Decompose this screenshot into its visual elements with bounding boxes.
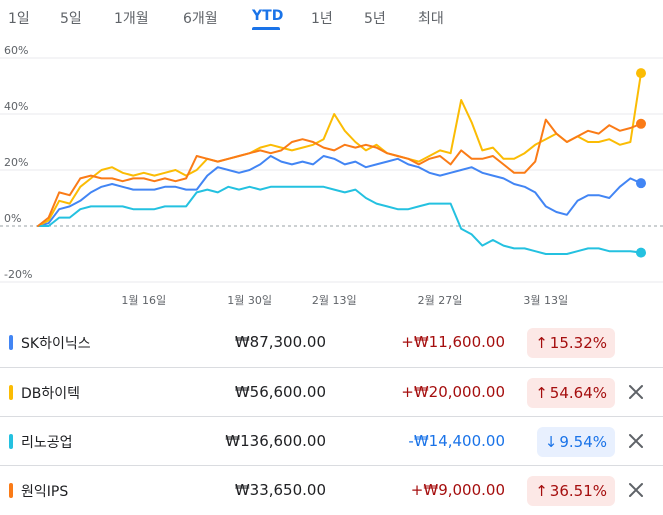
percent-badge: ↑ 54.64% [527, 378, 615, 408]
active-tab-indicator [252, 27, 280, 30]
series-line-0 [37, 155, 642, 227]
percent-value: 54.64% [549, 384, 607, 402]
stock-change: +₩11,600.00 [401, 333, 505, 351]
stock-change: +₩9,000.00 [410, 481, 505, 499]
x-tick-label: 1월 30일 [227, 293, 272, 307]
series-color-swatch [9, 385, 13, 400]
series-color-swatch [9, 434, 13, 449]
remove-stock-button[interactable] [625, 381, 647, 403]
stock-price: ₩56,600.00 [234, 383, 326, 401]
x-tick-label: 2월 13일 [312, 293, 357, 307]
y-tick-label: 0% [4, 212, 21, 225]
percent-value: 36.51% [549, 482, 607, 500]
x-tick-label: 3월 13일 [523, 293, 568, 307]
percent-badge: ↑ 36.51% [527, 476, 615, 506]
remove-stock-button[interactable] [625, 430, 647, 452]
arrow-down-icon: ↓ [544, 433, 558, 451]
stock-list: SK하이닉스 ₩87,300.00 +₩11,600.00 ↑ 15.32% DB… [0, 318, 663, 514]
series-end-dot-3 [636, 118, 646, 129]
stock-name: 리노공업 [21, 435, 73, 451]
y-tick-label: 60% [4, 44, 28, 57]
range-tabs: 1일 5일 1개월 6개월 YTD 1년 5년 최대 [0, 0, 663, 36]
series-end-dot-0 [636, 178, 646, 189]
stock-price: ₩33,650.00 [234, 481, 326, 499]
y-tick-label: 40% [4, 100, 28, 113]
series-line-3 [37, 118, 642, 227]
tab-5-day[interactable]: 5일 [60, 11, 82, 27]
tab-1-year[interactable]: 1년 [311, 11, 333, 27]
arrow-up-icon: ↑ [535, 482, 548, 500]
arrow-up-icon: ↑ [535, 384, 548, 402]
close-icon [629, 434, 643, 448]
tab-6-month[interactable]: 6개월 [183, 11, 218, 27]
tab-ytd[interactable]: YTD [252, 8, 284, 24]
stock-change: +₩20,000.00 [401, 383, 505, 401]
close-icon [629, 385, 643, 399]
tab-5-year[interactable]: 5년 [364, 11, 386, 27]
series-line-1 [37, 72, 642, 227]
stock-row-sk-hynix[interactable]: SK하이닉스 ₩87,300.00 +₩11,600.00 ↑ 15.32% [0, 318, 663, 367]
x-tick-label: 1월 16일 [121, 293, 166, 307]
percent-value: 9.54% [559, 433, 607, 451]
stock-price: ₩136,600.00 [225, 432, 326, 450]
stock-name: SK하이닉스 [21, 336, 91, 352]
percent-value: 15.32% [549, 334, 607, 352]
arrow-up-icon: ↑ [535, 334, 548, 352]
stock-row-db-hitek[interactable]: DB하이텍 ₩56,600.00 +₩20,000.00 ↑ 54.64% [0, 367, 663, 416]
chart-svg: 60% 40% 20% 0% -20% 1월 16일 1월 30일 2월 13일 2월 27일 3… [0, 44, 663, 307]
stock-row-leeno[interactable]: 리노공업 ₩136,600.00 -₩14,400.00 ↓ 9.54% [0, 416, 663, 465]
stock-row-wonik-ips[interactable]: 원익IPS ₩33,650.00 +₩9,000.00 ↑ 36.51% [0, 465, 663, 514]
series-color-swatch [9, 335, 13, 350]
remove-stock-button[interactable] [625, 479, 647, 501]
stock-price: ₩87,300.00 [234, 333, 326, 351]
series-color-swatch [9, 483, 13, 498]
y-tick-label: 20% [4, 156, 28, 169]
close-icon [629, 483, 643, 497]
x-tick-label: 2월 27일 [418, 293, 463, 307]
tab-max[interactable]: 최대 [418, 11, 444, 27]
stock-name: 원익IPS [21, 484, 69, 500]
tab-1-month[interactable]: 1개월 [114, 11, 149, 27]
stock-change: -₩14,400.00 [408, 432, 505, 450]
y-tick-label: -20% [4, 268, 32, 281]
stock-name: DB하이텍 [21, 386, 81, 402]
series-line-2 [37, 185, 642, 255]
comparison-chart[interactable]: 60% 40% 20% 0% -20% 1월 16일 1월 30일 2월 13일 2월 27일 3… [0, 40, 663, 310]
tab-1-day[interactable]: 1일 [8, 11, 30, 27]
series-end-dot-2 [636, 247, 646, 258]
percent-badge: ↑ 15.32% [527, 328, 615, 358]
series-end-dot-1 [636, 68, 646, 79]
percent-badge: ↓ 9.54% [536, 427, 615, 457]
